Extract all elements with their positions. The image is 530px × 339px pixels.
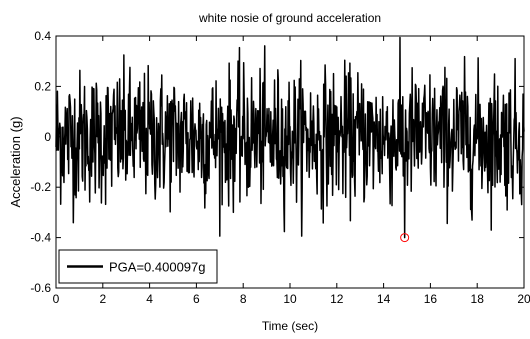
legend-label: PGA=0.400097g bbox=[109, 260, 206, 275]
y-tick-label: -0.4 bbox=[30, 231, 51, 245]
x-tick-label: 8 bbox=[240, 292, 247, 306]
axis-ticks: 0 2 4 6 8 10 12 14 16 18 20 0.4 0.2 0 -0.2 -0.4 -0.6 bbox=[30, 29, 530, 306]
y-tick-label: -0.6 bbox=[30, 281, 51, 295]
plot-area bbox=[55, 36, 525, 243]
y-tick-label: 0.2 bbox=[34, 79, 51, 93]
x-tick-label: 20 bbox=[517, 292, 530, 306]
y-tick-label: 0 bbox=[44, 130, 51, 144]
axes-box bbox=[55, 35, 525, 289]
y-tick-label: -0.2 bbox=[30, 180, 51, 194]
x-tick-label: 18 bbox=[471, 292, 485, 306]
series-line bbox=[55, 36, 525, 239]
x-axis-label: Time (sec) bbox=[262, 319, 318, 333]
y-tick-label: 0.4 bbox=[34, 29, 51, 43]
chart-title: white nosie of ground acceleration bbox=[198, 11, 381, 25]
x-tick-label: 0 bbox=[53, 292, 60, 306]
x-tick-label: 14 bbox=[377, 292, 391, 306]
x-tick-label: 6 bbox=[193, 292, 200, 306]
peak-marker bbox=[400, 233, 410, 243]
x-tick-label: 16 bbox=[424, 292, 438, 306]
x-tick-label: 4 bbox=[146, 292, 153, 306]
x-tick-label: 10 bbox=[283, 292, 297, 306]
x-tick-label: 2 bbox=[99, 292, 106, 306]
axes-frame bbox=[55, 35, 525, 289]
y-axis-label: Acceleration (g) bbox=[8, 116, 23, 207]
legend: PGA=0.400097g bbox=[58, 249, 218, 284]
x-tick-label: 12 bbox=[330, 292, 344, 306]
